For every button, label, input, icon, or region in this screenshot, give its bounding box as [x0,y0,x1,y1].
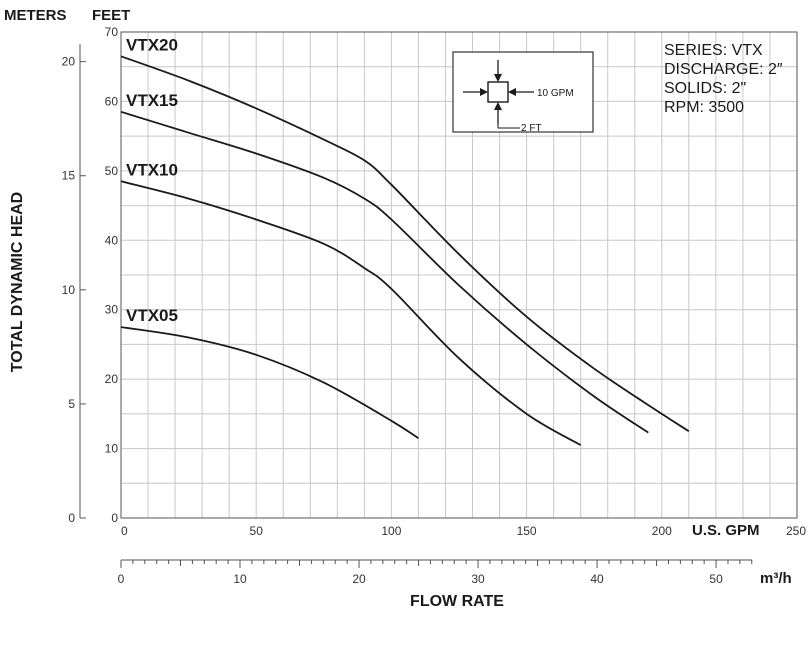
y-secondary-axis: 0 5 10 15 20 [62,44,86,525]
chart-grid [121,32,797,518]
x-primary-tick-label: 150 [517,524,537,538]
y-primary-tick-label: 20 [105,372,119,386]
y-secondary-tick-label: 15 [62,169,76,183]
y-secondary-tick-label: 10 [62,283,76,297]
y-axis-title: TOTAL DYNAMIC HEAD [9,192,26,372]
x-secondary-tick-label: 10 [233,572,247,586]
y-primary-tick-label: 70 [105,25,119,39]
y-secondary-tick-label: 20 [62,55,76,69]
y-primary-tick-label: 10 [105,442,119,456]
y-secondary-tick-label: 0 [68,511,75,525]
scale-legend-square [487,81,509,103]
y-primary-unit-label: FEET [92,7,130,24]
curve-label-vtx05: VTX05 [126,306,178,325]
curve-vtx15 [120,110,649,434]
x-secondary-tick-label: 0 [118,572,125,586]
x-primary-tick-label: 0 [121,524,128,538]
x-primary-unit-label: U.S. GPM [692,522,760,539]
curve-label-vtx15: VTX15 [126,91,178,110]
y-primary-tick-label: 50 [105,164,119,178]
info-line: RPM: 3500 [664,99,744,116]
pump-curves: VTX20 VTX15 VTX10 VTX05 [120,35,690,446]
x-secondary-tick-label: 40 [590,572,604,586]
curve-vtx05 [120,326,419,439]
plot-frame [120,31,798,519]
x-primary-axis: 0 50 100 150 200 250 [121,524,806,538]
info-line: SERIES: VTX [664,42,763,59]
scale-legend-gpm: 10 GPM [537,88,574,99]
x-primary-tick-label: 250 [786,524,806,538]
curve-vtx10 [120,180,582,446]
curve-label-vtx20: VTX20 [126,35,178,54]
pump-info: SERIES: VTX DISCHARGE: 2″ SOLIDS: 2" RPM: 3… [664,42,783,116]
y-primary-tick-label: 40 [105,233,119,247]
x-axis-title: FLOW RATE [410,593,504,610]
y-primary-axis: 10 20 30 40 50 60 70 0 [105,25,119,525]
x-primary-tick-label: 200 [652,524,672,538]
x-secondary-tick-label: 20 [352,572,366,586]
y-secondary-unit-label: METERS [4,7,67,24]
scale-legend-ft: 2 FT [521,123,542,134]
scale-legend: 10 GPM 2 FT [452,51,594,134]
x-secondary-axis: 0 10 20 30 40 50 [118,559,753,586]
x-primary-tick-label: 50 [250,524,264,538]
info-line: SOLIDS: 2" [664,80,746,97]
curve-vtx20 [120,55,690,432]
info-line: DISCHARGE: 2″ [664,61,783,78]
y-secondary-tick-label: 5 [68,397,75,411]
curve-label-vtx10: VTX10 [126,160,178,179]
y-primary-tick-label: 60 [105,94,119,108]
y-primary-tick-label: 0 [111,511,118,525]
x-primary-tick-label: 100 [381,524,401,538]
y-primary-tick-label: 30 [105,303,119,317]
x-secondary-unit-label: m³/h [760,570,792,587]
x-secondary-tick-label: 50 [709,572,723,586]
x-secondary-tick-label: 30 [471,572,485,586]
